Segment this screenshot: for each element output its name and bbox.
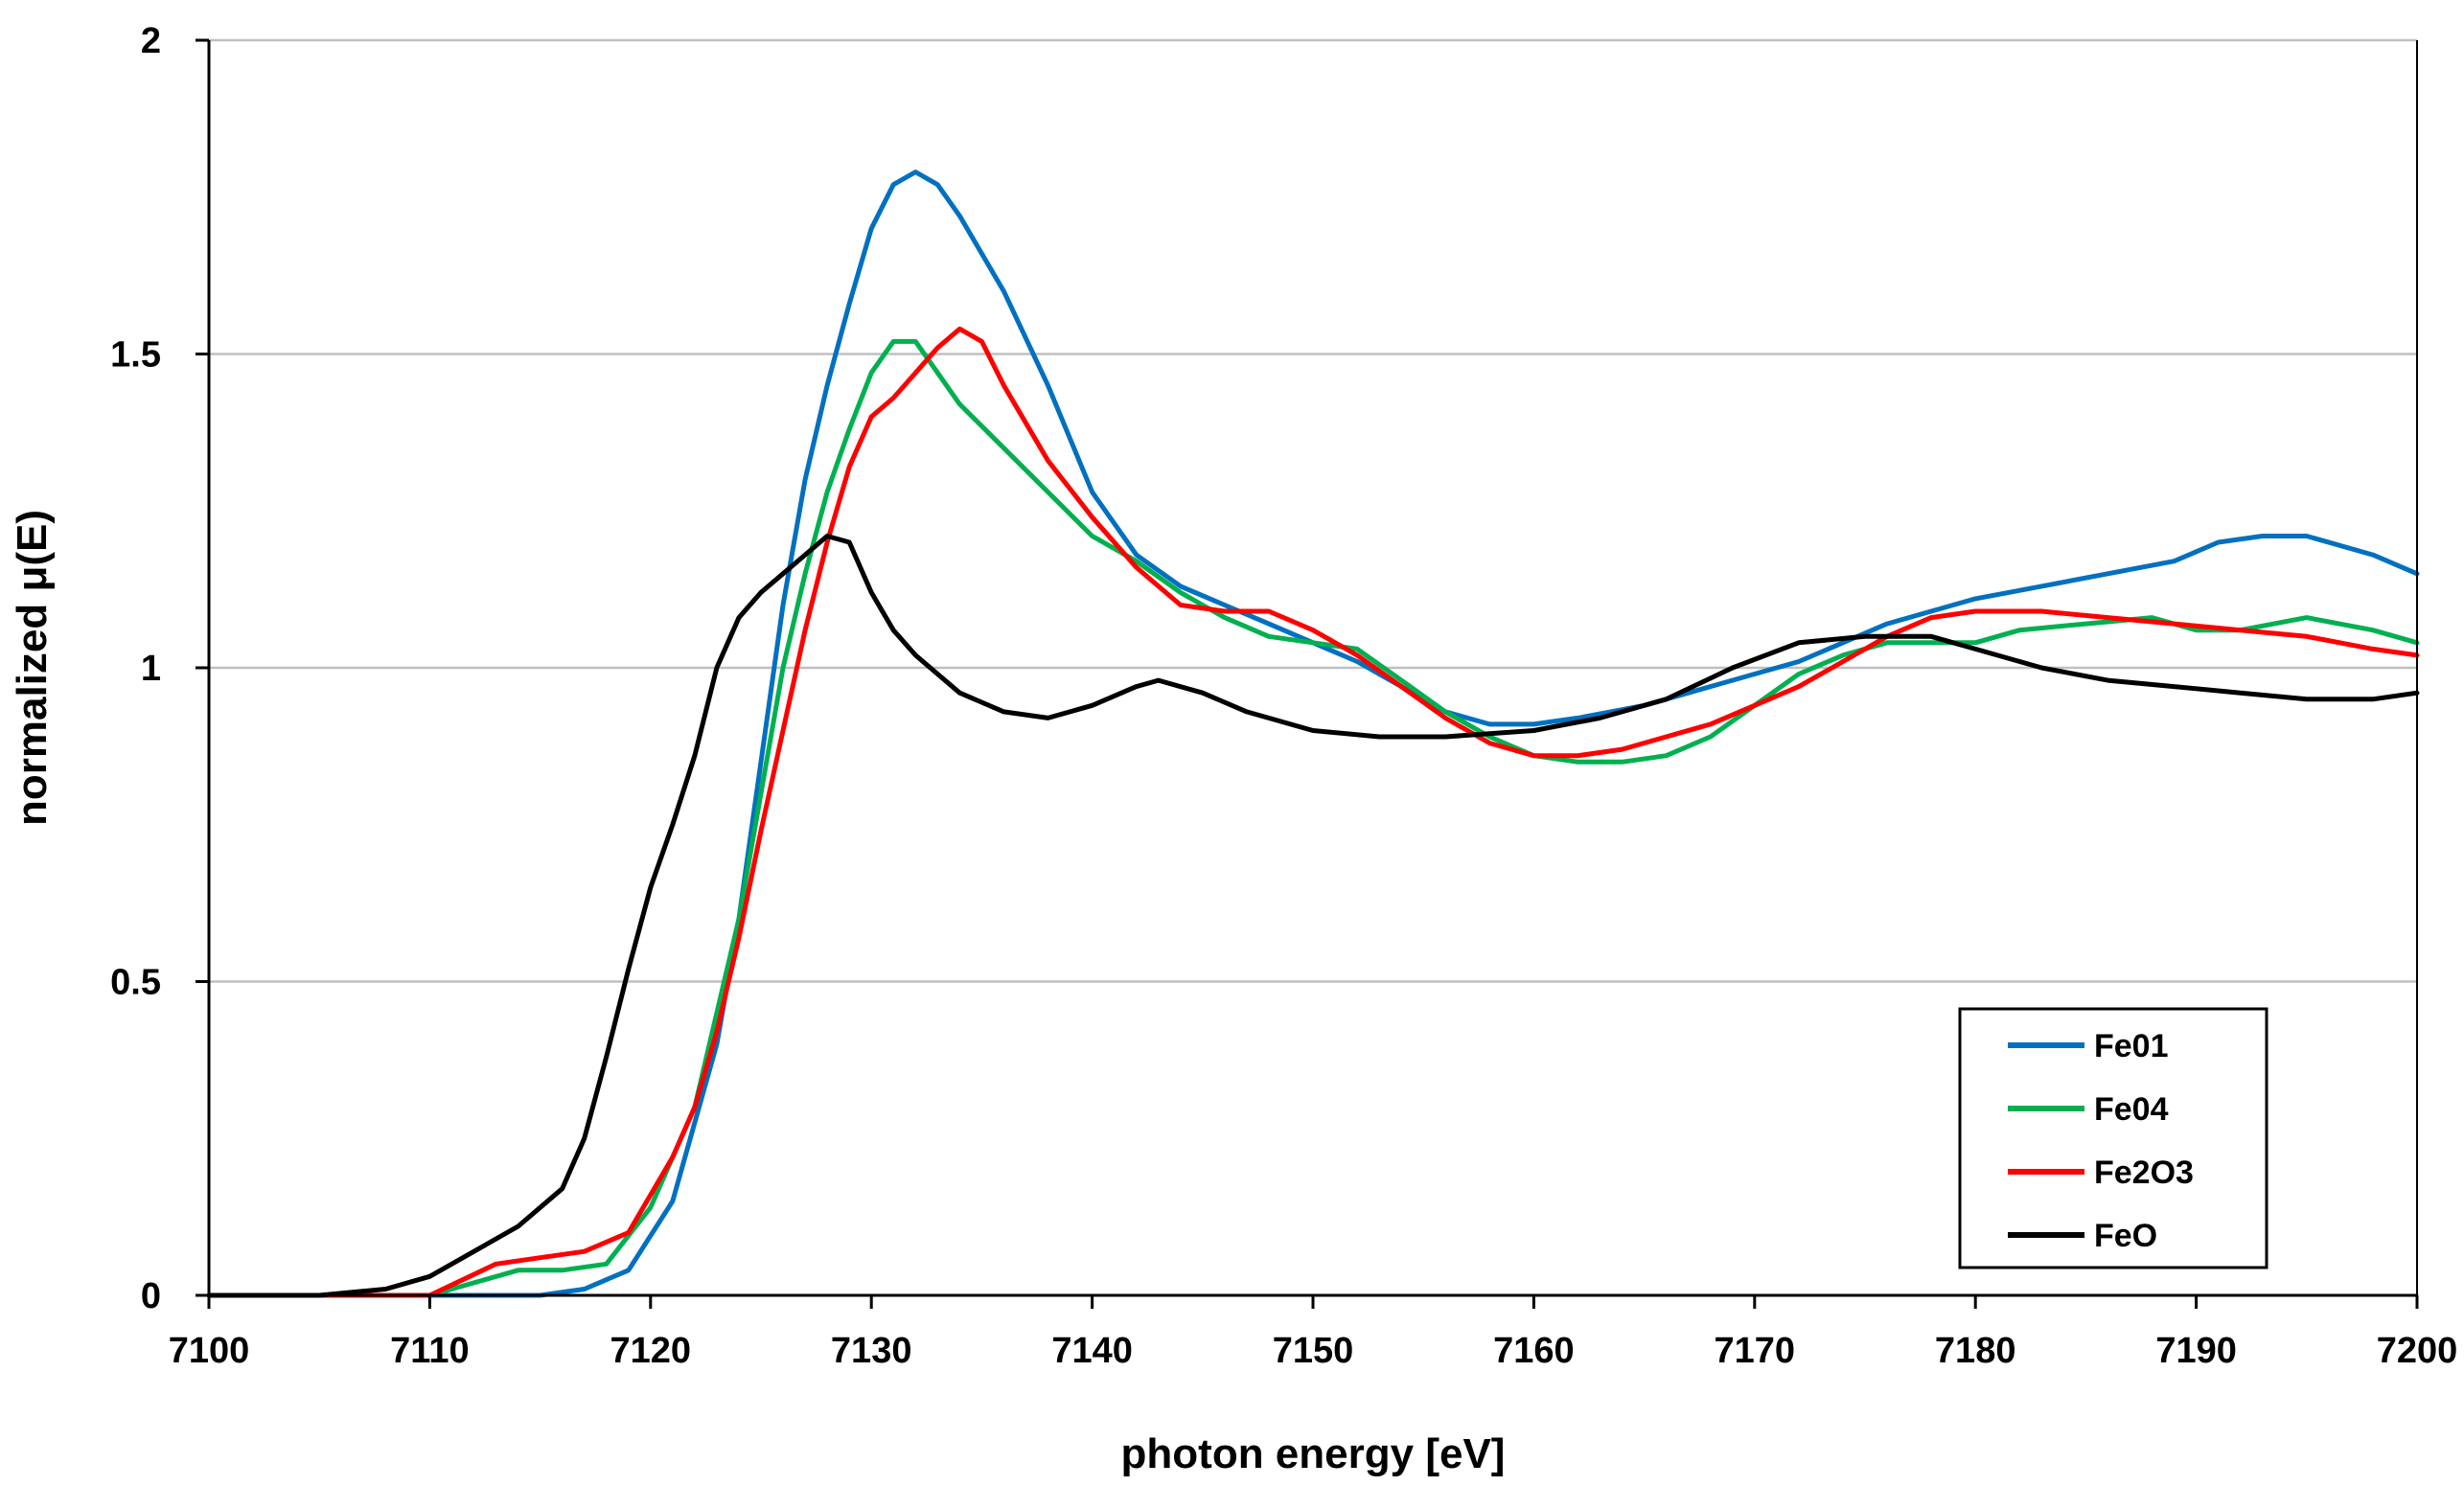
y-tick-label: 0 <box>141 1276 161 1316</box>
x-tick-label: 7120 <box>610 1331 692 1371</box>
legend-label-fe2o3: Fe2O3 <box>2094 1155 2194 1191</box>
x-axis-title: photon energy [eV] <box>1121 1430 1506 1477</box>
series-line-fe2o3 <box>206 326 2420 1298</box>
y-axis-title: normalized μ(E) <box>9 510 56 826</box>
legend: Fe01 Fe04 Fe2O3 FeO <box>1958 1007 2268 1269</box>
y-tick-label: 2 <box>141 21 161 61</box>
legend-label-fe04: Fe04 <box>2094 1091 2169 1128</box>
y-tick-label: 0.5 <box>110 963 161 1003</box>
x-tick-label: 7130 <box>831 1331 912 1371</box>
x-tick-label: 7170 <box>1715 1331 1796 1371</box>
x-tick-label: 7180 <box>1935 1331 2016 1371</box>
x-tick-label: 7140 <box>1051 1331 1133 1371</box>
x-tick-label: 7100 <box>169 1331 250 1371</box>
grid-lines <box>209 38 2417 983</box>
y-tick-label: 1 <box>141 649 161 689</box>
x-tick-label: 7190 <box>2155 1331 2237 1371</box>
y-tick-labels: 0 0.5 1 1.5 2 <box>110 21 161 1316</box>
series-line-feo <box>206 534 2420 1298</box>
x-tick-label: 7160 <box>1493 1331 1575 1371</box>
x-tick-label: 7200 <box>2377 1331 2458 1371</box>
axes <box>196 38 2419 1309</box>
x-tick-label: 7110 <box>390 1331 469 1371</box>
legend-label-feo: FeO <box>2094 1218 2157 1254</box>
legend-label-fe01: Fe01 <box>2094 1028 2169 1064</box>
x-tick-label: 7150 <box>1273 1331 1354 1371</box>
y-tick-label: 1.5 <box>110 335 161 376</box>
x-tick-labels: 7100 7110 7120 7130 7140 7150 7160 7170 7180 7190… <box>169 1331 2458 1371</box>
series-group <box>206 170 2420 1298</box>
legend-box <box>1958 1007 2268 1269</box>
